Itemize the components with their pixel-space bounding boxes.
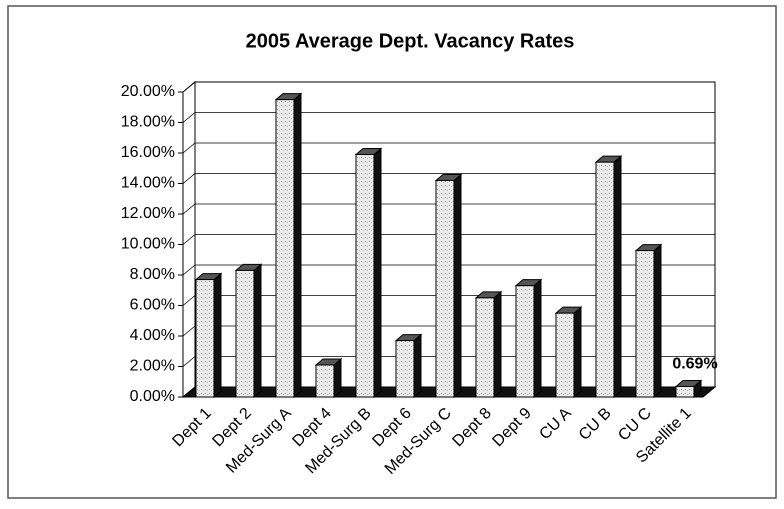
bar-side <box>493 290 502 399</box>
bar <box>194 272 223 399</box>
bar-front <box>315 364 335 398</box>
bar-front <box>195 279 215 398</box>
bar-front <box>635 250 655 398</box>
bar-front <box>235 269 255 398</box>
chart-border <box>7 5 777 499</box>
bar-front <box>515 285 535 398</box>
grid-line <box>182 203 196 215</box>
bar-front <box>555 312 575 398</box>
x-tick-label: Dept 9 <box>489 405 534 450</box>
bar <box>594 155 623 399</box>
grid-line <box>182 234 196 245</box>
grid-line <box>182 142 196 154</box>
y-tick-label: 4.00% <box>130 327 175 344</box>
grid-line <box>182 264 196 276</box>
bar-front <box>395 340 415 398</box>
y-tick-label: 20.00% <box>121 83 175 100</box>
x-tick-label: Dept 1 <box>169 405 214 450</box>
bar-front <box>595 161 615 398</box>
bar-side <box>613 155 622 399</box>
bar-side <box>293 92 302 399</box>
bar <box>314 357 343 399</box>
bar-side <box>213 272 222 399</box>
y-tick-label: 10.00% <box>121 236 175 253</box>
bar <box>434 173 463 399</box>
grid-line <box>182 112 196 123</box>
bar <box>514 278 543 399</box>
bar-front <box>675 385 695 398</box>
x-tick-label: CU A <box>536 405 575 444</box>
bar <box>674 379 703 399</box>
grid-line <box>182 173 196 184</box>
grid-line <box>182 356 196 367</box>
bar-front <box>355 154 375 398</box>
grid-line <box>182 295 196 306</box>
bar-side <box>653 243 662 399</box>
bar-front <box>435 179 455 398</box>
bar-front <box>275 99 295 398</box>
bar-front <box>475 297 495 398</box>
value-label: 0.69% <box>672 356 717 373</box>
bar <box>234 263 263 399</box>
y-tick-label: 6.00% <box>130 297 175 314</box>
bar <box>634 243 663 399</box>
bar <box>554 306 583 399</box>
bar <box>474 290 503 399</box>
bar <box>354 147 383 399</box>
bar-side <box>453 173 462 399</box>
y-tick-label: 18.00% <box>121 114 175 131</box>
y-tick-label: 16.00% <box>121 144 175 161</box>
bar-side <box>413 333 422 399</box>
y-tick-label: 0.00% <box>130 388 175 405</box>
bar-side <box>533 278 542 399</box>
bar-side <box>573 306 582 399</box>
grid-line <box>182 386 196 398</box>
bar-side <box>373 147 382 399</box>
bar <box>274 92 303 399</box>
bar-side <box>253 263 262 399</box>
y-tick-label: 14.00% <box>121 175 175 192</box>
x-tick-label: CU B <box>576 405 615 444</box>
y-tick-label: 8.00% <box>130 266 175 283</box>
grid-line <box>182 325 196 337</box>
y-tick-label: 12.00% <box>121 205 175 222</box>
bar <box>394 333 423 399</box>
grid-line <box>182 81 196 93</box>
x-tick-label: Dept 8 <box>449 405 494 450</box>
y-tick-label: 2.00% <box>130 358 175 375</box>
chart-title: 2005 Average Dept. Vacancy Rates <box>246 30 575 52</box>
